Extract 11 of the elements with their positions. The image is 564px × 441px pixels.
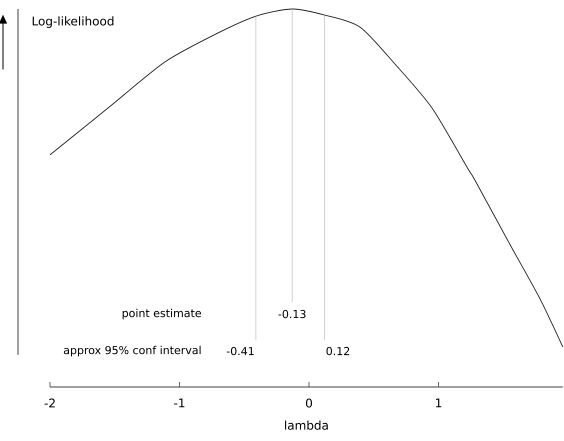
ref-line-label: -0.41 [226,346,254,356]
x-tick-label: 1 [436,398,442,408]
annotation: approx 95% conf interval [64,346,201,356]
annotation: point estimate [122,308,202,320]
ref-line-label: 0.12 [326,346,350,356]
ref-line-label: -0.13 [278,310,306,318]
y-axis-title: Log-likelihood [32,16,114,28]
x-tick-label: -2 [44,398,55,408]
x-axis-title: lambda [285,420,328,430]
x-tick-label: -1 [174,398,184,408]
x-tick-label: 0 [306,398,312,408]
